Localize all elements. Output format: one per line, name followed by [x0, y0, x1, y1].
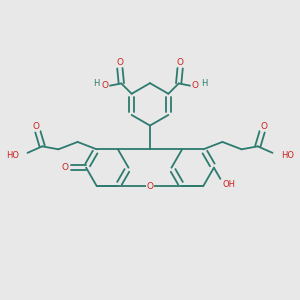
Text: O: O — [102, 81, 109, 90]
Text: H: H — [93, 79, 99, 88]
Text: O: O — [177, 58, 184, 67]
Text: OH: OH — [222, 180, 236, 189]
Text: O: O — [191, 81, 198, 90]
Text: O: O — [61, 163, 68, 172]
Text: O: O — [33, 122, 40, 131]
Text: HO: HO — [6, 151, 19, 160]
Text: H: H — [201, 79, 207, 88]
Text: HO: HO — [281, 151, 294, 160]
Text: O: O — [116, 58, 123, 67]
Text: O: O — [146, 182, 154, 190]
Text: O: O — [260, 122, 267, 131]
